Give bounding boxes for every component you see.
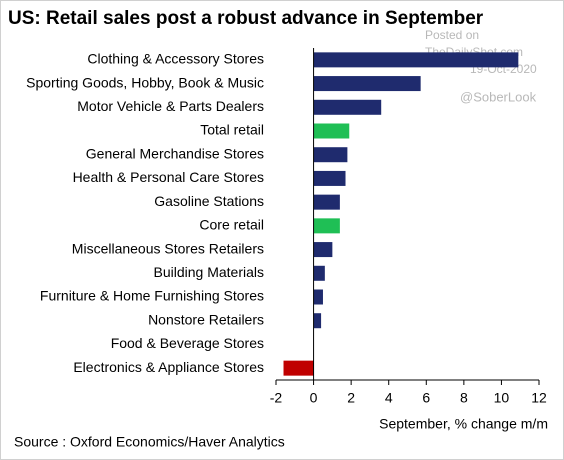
watermark: Posted on <box>425 28 479 42</box>
y-tick-label: Sporting Goods, Hobby, Book & Music <box>26 74 264 90</box>
y-tick-label: Total retail <box>200 122 264 138</box>
y-tick-label: Electronics & Appliance Stores <box>73 359 264 375</box>
y-tick-label: Gasoline Stations <box>154 193 264 209</box>
bar <box>313 194 340 210</box>
y-tick-label: Furniture & Home Furnishing Stores <box>40 288 264 304</box>
y-tick-label: Core retail <box>199 217 264 233</box>
source: Source : Oxford Economics/Haver Analytic… <box>14 434 285 450</box>
x-tick-label: -2 <box>270 390 283 406</box>
bar <box>313 99 382 115</box>
y-tick-label: Building Materials <box>154 264 265 280</box>
y-tick-label: Health & Personal Care Stores <box>73 169 264 185</box>
x-axis-label: September, % change m/m <box>379 416 548 432</box>
x-tick-label: 2 <box>347 390 355 406</box>
bar <box>313 76 421 92</box>
y-tick-label: Clothing & Accessory Stores <box>87 51 264 67</box>
x-tick-label: 0 <box>310 390 318 406</box>
x-tick-label: 8 <box>460 390 468 406</box>
chart-title: US: Retail sales post a robust advance i… <box>8 8 484 29</box>
y-tick-label: Nonstore Retailers <box>148 311 264 327</box>
bar <box>313 265 325 281</box>
bar <box>313 123 350 139</box>
bar <box>313 242 333 258</box>
y-tick-label: General Merchandise Stores <box>86 145 264 161</box>
y-tick-label: Miscellaneous Stores Retailers <box>72 240 264 256</box>
y-tick-label: Food & Beverage Stores <box>111 335 264 351</box>
watermark: @SoberLook <box>460 89 537 104</box>
bar <box>283 360 314 376</box>
x-tick-label: 12 <box>531 390 547 406</box>
y-tick-label: Motor Vehicle & Parts Dealers <box>77 98 264 114</box>
bar <box>313 52 519 68</box>
bar <box>313 313 322 329</box>
bar <box>313 289 323 305</box>
x-tick-label: 10 <box>494 390 510 406</box>
bar <box>313 218 340 234</box>
x-tick-label: 6 <box>422 390 430 406</box>
x-tick-label: 4 <box>385 390 393 406</box>
bar <box>313 147 348 163</box>
bar <box>313 170 346 186</box>
